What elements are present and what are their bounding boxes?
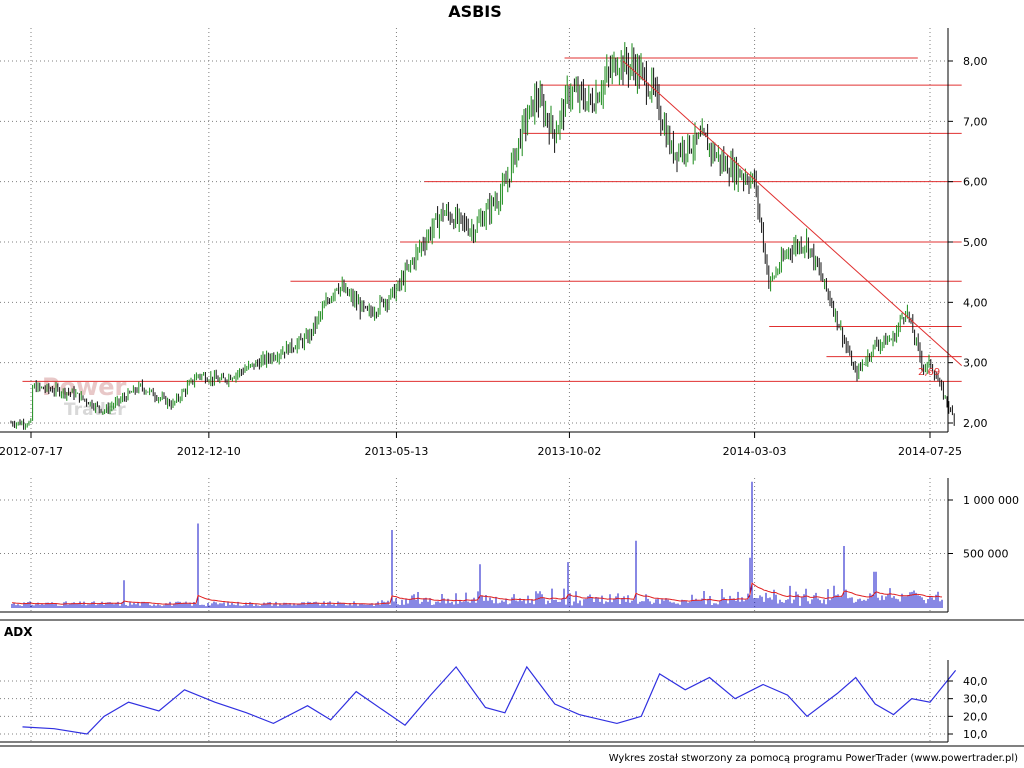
- volume-y-tick-label: 1 000 000: [963, 494, 1019, 507]
- price-x-tick-label: 2013-05-13: [364, 445, 428, 458]
- price-y-tick-label: 8,00: [963, 55, 988, 68]
- price-y-tick-label: 6,00: [963, 176, 988, 189]
- price-y-tick-label: 5,00: [963, 236, 988, 249]
- adx-y-ticks: 40,0 30,0 20,0 10,0: [948, 675, 988, 741]
- chart-title: ASBIS: [448, 2, 502, 21]
- candlesticks: [10, 42, 955, 430]
- adx-y-tick-label: 10,0: [963, 728, 988, 741]
- downtrend-line: [622, 60, 963, 367]
- volume-average-line: [11, 582, 943, 605]
- adx-y-tick-label: 20,0: [963, 710, 988, 723]
- watermark-power: Power: [42, 373, 127, 401]
- price-y-tick-label: 4,00: [963, 296, 988, 309]
- price-y-tick-label: 7,00: [963, 115, 988, 128]
- adx-y-tick-label: 40,0: [963, 675, 988, 688]
- support-resistance-lines: [22, 57, 962, 382]
- price-y-tick-label: 3,00: [963, 357, 988, 370]
- price-x-tick-label: 2012-12-10: [177, 445, 241, 458]
- volume-y-ticks: 1 000 000 500 000: [948, 494, 1019, 561]
- price-x-tick-label: 2014-07-25: [898, 445, 962, 458]
- level-label: 2,69: [918, 367, 940, 378]
- adx-y-tick-label: 30,0: [963, 693, 988, 706]
- adx-title: ADX: [4, 625, 33, 639]
- adx-line: [22, 665, 957, 735]
- volume-y-tick-label: 500 000: [963, 548, 1009, 561]
- price-grid: [0, 28, 948, 432]
- adx-grid: [0, 640, 948, 742]
- price-x-tick-label: 2014-03-03: [723, 445, 787, 458]
- price-x-tick-label: 2013-10-02: [537, 445, 601, 458]
- adx-panel: ADX 40,0 30,0 20,0 10,0: [0, 619, 1024, 743]
- footer-credit: Wykres został stworzony za pomocą progra…: [609, 753, 1018, 764]
- volume-bars: [11, 481, 943, 608]
- price-x-tick-label: 2012-07-17: [0, 445, 63, 458]
- volume-panel: 1 000 000 500 000: [0, 478, 1019, 613]
- price-panel: Power Trader 2,69 8,007,006,005,004,003,…: [0, 2, 988, 458]
- price-y-tick-label: 2,00: [963, 417, 988, 430]
- price-x-ticks: 2012-07-17 2012-12-10 2013-05-13 2013-10-02…: [0, 432, 962, 458]
- price-y-ticks: 8,00 7,00 6,00 5,00 4,00 3,00 2,00: [948, 55, 988, 430]
